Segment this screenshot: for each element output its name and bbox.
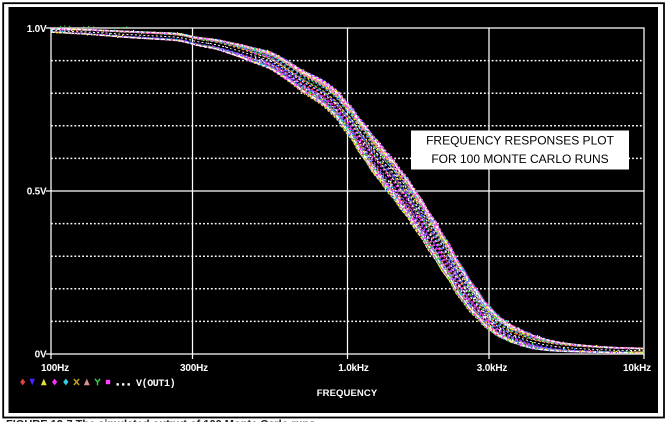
svg-text:3.0kHz: 3.0kHz bbox=[477, 363, 508, 374]
svg-text:FREQUENCY: FREQUENCY bbox=[317, 388, 378, 399]
svg-text:FIGURE 12-7 The simulated ou: FIGURE 12-7 The simulated output of 100 … bbox=[6, 418, 315, 422]
svg-text:1.0kHz: 1.0kHz bbox=[338, 363, 369, 374]
svg-text:FREQUENCY RESPONSES PLOT: FREQUENCY RESPONSES PLOT bbox=[426, 134, 614, 148]
svg-text:300Hz: 300Hz bbox=[180, 363, 208, 374]
svg-text:V(OUT1): V(OUT1) bbox=[136, 378, 175, 390]
svg-text:100Hz: 100Hz bbox=[41, 363, 69, 374]
svg-text:1.0V: 1.0V bbox=[27, 24, 47, 35]
svg-text:0V: 0V bbox=[35, 350, 47, 361]
svg-text:0.5V: 0.5V bbox=[27, 187, 47, 198]
svg-text:10kHz: 10kHz bbox=[623, 363, 651, 374]
svg-text:FOR 100 MONTE CARLO RUNS: FOR 100 MONTE CARLO RUNS bbox=[431, 152, 608, 166]
